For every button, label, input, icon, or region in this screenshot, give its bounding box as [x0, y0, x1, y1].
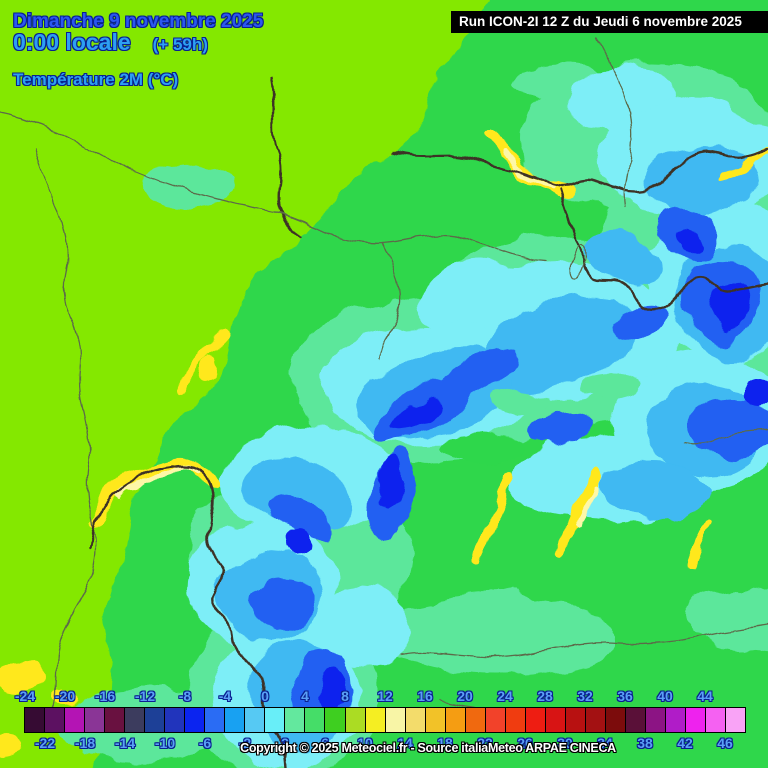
colorbar-tick-label: -18 — [74, 735, 96, 751]
colorbar-tick-label: 10 — [357, 735, 373, 751]
colorbar-cell — [686, 708, 707, 732]
colorbar-cell — [145, 708, 166, 732]
run-banner-text: Run ICON-2I 12 Z du Jeudi 6 novembre 202… — [459, 14, 742, 29]
colorbar-tick-label: 22 — [477, 735, 493, 751]
colorbar-cell — [726, 708, 746, 732]
colorbar-tick-label: 26 — [517, 735, 533, 751]
colorbar-cell — [85, 708, 106, 732]
colorbar-cell — [365, 708, 386, 732]
colorbar-tick-label: 38 — [637, 735, 653, 751]
colorbar-cell — [706, 708, 727, 732]
colorbar-cell — [285, 708, 306, 732]
colorbar-cell — [585, 708, 606, 732]
colorbar-cell — [666, 708, 687, 732]
colorbar-cell — [165, 708, 186, 732]
colorbar-cell — [305, 708, 326, 732]
colorbar-cell — [205, 708, 226, 732]
colorbar-cell — [565, 708, 586, 732]
colorbar-cell — [125, 708, 146, 732]
colorbar-cell — [605, 708, 626, 732]
valley-speckles — [440, 373, 640, 464]
colorbar-cell — [385, 708, 406, 732]
colorbar-cell — [445, 708, 466, 732]
colorbar-cell — [185, 708, 206, 732]
coldest-summits-region — [279, 227, 768, 710]
warm-lowlands-region — [0, 0, 492, 768]
colorbar-cell — [25, 708, 46, 732]
colorbar-tick-label: 46 — [717, 735, 733, 751]
colorbar-tick-label: 8 — [341, 688, 349, 704]
colorbar-tick-label: -10 — [154, 735, 176, 751]
colorbar-cell — [45, 708, 66, 732]
colorbar-tick-label: -22 — [34, 735, 56, 751]
colorbar-tick-label: 2 — [281, 735, 289, 751]
colorbar-bottom-labels: -22 -18 -14 -10 -6 -2 2 6 10 14 18 22 26 30 34 38 42 46 — [0, 735, 768, 751]
colorbar-tick-label: 28 — [537, 688, 553, 704]
colorbar-cell — [345, 708, 366, 732]
colorbar-cell — [325, 708, 346, 732]
colorbar-cell — [505, 708, 526, 732]
colorbar — [24, 707, 746, 733]
colorbar-tick-label: -20 — [54, 688, 76, 704]
colorbar-tick-label: 6 — [321, 735, 329, 751]
colorbar-tick-label: 30 — [557, 735, 573, 751]
lake-outline — [569, 244, 587, 280]
colorbar-cell — [425, 708, 446, 732]
colorbar-tick-label: -16 — [94, 688, 116, 704]
colorbar-tick-label: 0 — [261, 688, 269, 704]
colorbar-cell — [545, 708, 566, 732]
colorbar-tick-label: 34 — [597, 735, 613, 751]
forecast-date: Dimanche 9 novembre 2025 — [13, 11, 264, 32]
copyright-text: Copyright © 2025 Meteociel.fr - Source i… — [240, 741, 616, 755]
colorbar-tick-label: 4 — [301, 688, 309, 704]
colorbar-cell — [525, 708, 546, 732]
colorbar-cell — [465, 708, 486, 732]
colorbar-tick-label: 18 — [437, 735, 453, 751]
colorbar-tick-label: 40 — [657, 688, 673, 704]
colorbar-tick-label: -12 — [134, 688, 156, 704]
colorbar-tick-label: -2 — [238, 735, 252, 751]
colorbar-tick-label: 44 — [697, 688, 713, 704]
forecast-hour-offset: (+ 59h) — [152, 35, 208, 54]
colorbar-tick-label: 12 — [377, 688, 393, 704]
colorbar-cell — [625, 708, 646, 732]
colorbar-cell — [105, 708, 126, 732]
colorbar-tick-label: -6 — [198, 735, 212, 751]
run-banner: Run ICON-2I 12 Z du Jeudi 6 novembre 202… — [451, 11, 768, 33]
colorbar-tick-label: 32 — [577, 688, 593, 704]
colorbar-cell — [265, 708, 286, 732]
colorbar-tick-label: -24 — [14, 688, 36, 704]
forecast-local-time: 0:00 locale — [13, 29, 131, 55]
colorbar-tick-label: 20 — [457, 688, 473, 704]
colorbar-tick-label: 24 — [497, 688, 513, 704]
colorbar-tick-label: -8 — [178, 688, 192, 704]
colorbar-tick-label: 42 — [677, 735, 693, 751]
colorbar-tick-label: -14 — [114, 735, 136, 751]
variable-label: Température 2M (°C) — [13, 70, 179, 89]
colorbar-tick-label: 36 — [617, 688, 633, 704]
colorbar-cell — [225, 708, 246, 732]
colorbar-tick-label: 16 — [417, 688, 433, 704]
colorbar-tick-label: 14 — [397, 735, 413, 751]
forecast-time-row: 0:00 locale (+ 59h) — [13, 29, 208, 56]
colorbar-cell — [245, 708, 266, 732]
colorbar-tick-label: -4 — [218, 688, 232, 704]
colorbar-cell — [645, 708, 666, 732]
colorbar-top-labels: -24 -20 -16 -12 -8 -4 0 4 8 12 16 20 24 28 32 36 40 44 — [0, 688, 768, 704]
colorbar-cell — [65, 708, 86, 732]
foehn-yellow-ridges — [0, 134, 768, 758]
colorbar-cell — [485, 708, 506, 732]
colorbar-cell — [405, 708, 426, 732]
